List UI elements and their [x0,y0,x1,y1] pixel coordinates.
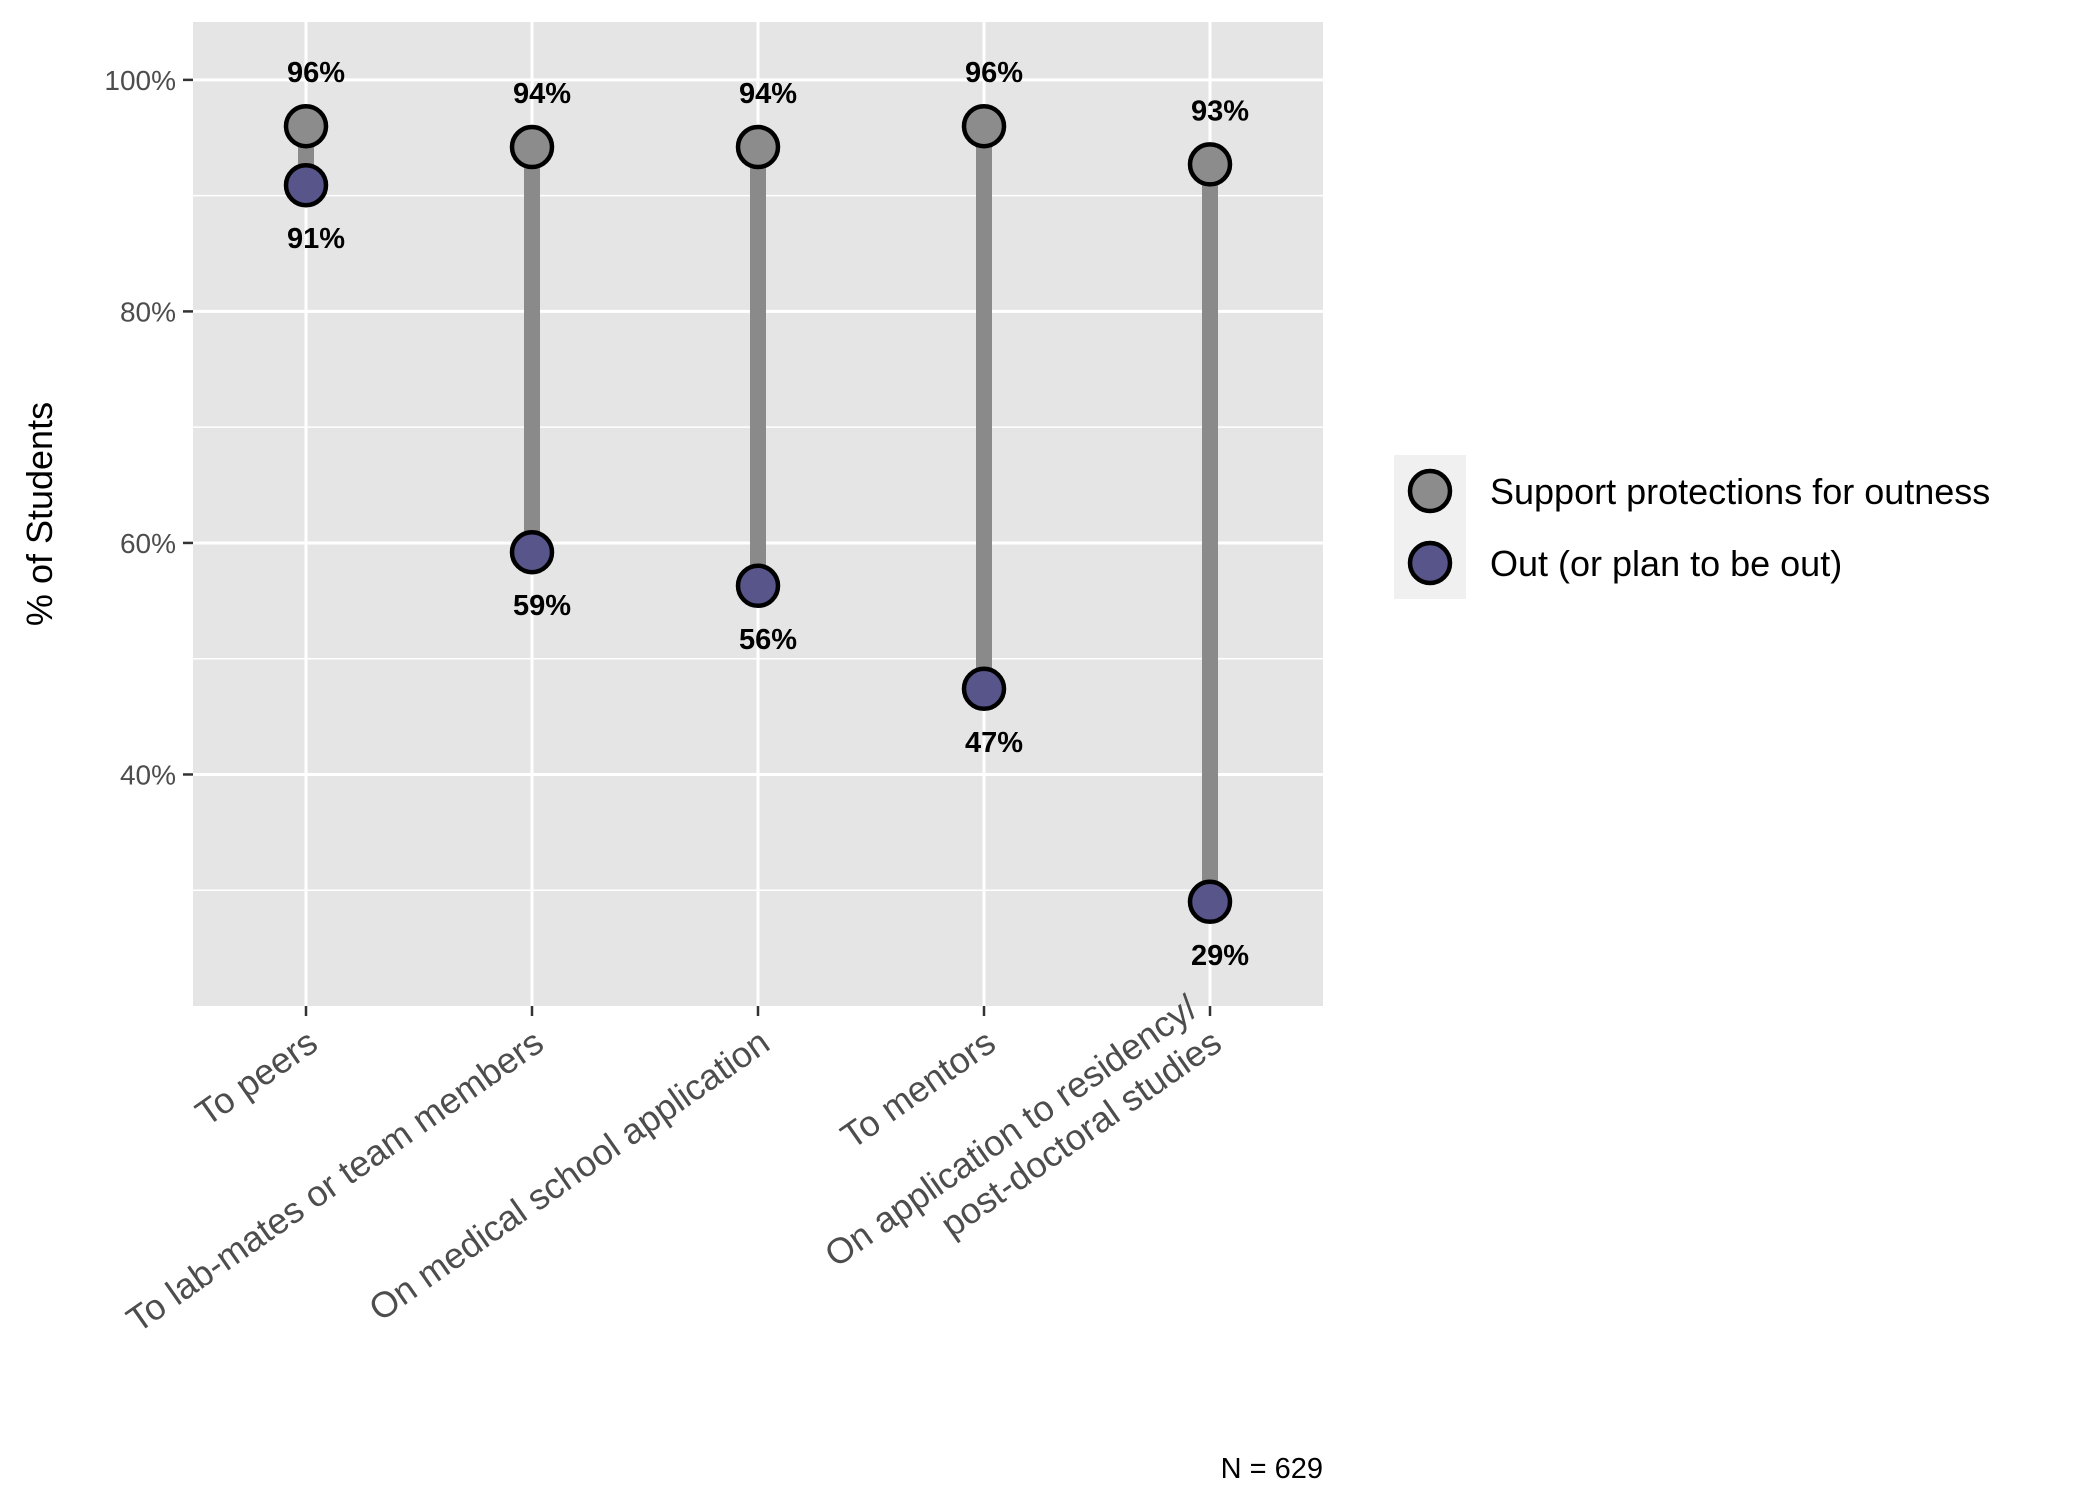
legend-key-support [1407,468,1453,514]
point-support [735,124,781,170]
data-labels: 96% 94% 94% 96% 93% 91% 59% 56% 47% 29% [287,57,1249,972]
x-tick-label-line: To lab-mates or team members [119,1021,551,1340]
point-support [961,103,1007,149]
point-out [283,162,329,208]
y-axis-title: % of Students [19,402,60,626]
point-out [1187,879,1233,925]
legend-key-out [1407,540,1453,586]
point-out [961,666,1007,712]
data-label-support: 96% [965,57,1023,89]
data-label-out: 56% [739,624,797,656]
data-label-support: 93% [1191,95,1249,127]
x-tick-label: On medical school application [361,1021,776,1329]
point-out [509,529,555,575]
y-tick-label: 100% [104,65,176,96]
y-tick-label: 40% [120,759,176,790]
data-points [283,103,1233,925]
dumbbell-segments [298,126,1218,902]
x-tick-label: On application to residency/post-doctora… [817,987,1229,1310]
data-label-out: 29% [1191,940,1249,972]
point-support [1187,142,1233,187]
data-label-support: 94% [513,78,571,110]
point-support [509,124,555,170]
x-tick-label: To peers [188,1021,325,1134]
data-label-support: 96% [287,57,345,89]
data-label-out: 59% [513,590,571,622]
y-axis: 40% 60% 80% 100% [104,65,193,790]
legend: Support protections for outness Out (or p… [1394,455,1990,599]
point-out [735,563,781,609]
y-tick-label: 60% [120,528,176,559]
legend-label-out: Out (or plan to be out) [1490,543,1842,584]
x-tick-label-line: On medical school application [361,1021,776,1329]
data-label-out: 47% [965,727,1023,759]
y-tick-label: 80% [120,296,176,327]
legend-label-support: Support protections for outness [1490,471,1990,512]
data-label-support: 94% [739,78,797,110]
data-label-out: 91% [287,223,345,255]
caption: N = 629 [1221,1453,1323,1485]
x-tick-label-line: To peers [188,1021,325,1134]
x-tick-label: To lab-mates or team members [119,1021,551,1340]
point-support [283,103,329,149]
